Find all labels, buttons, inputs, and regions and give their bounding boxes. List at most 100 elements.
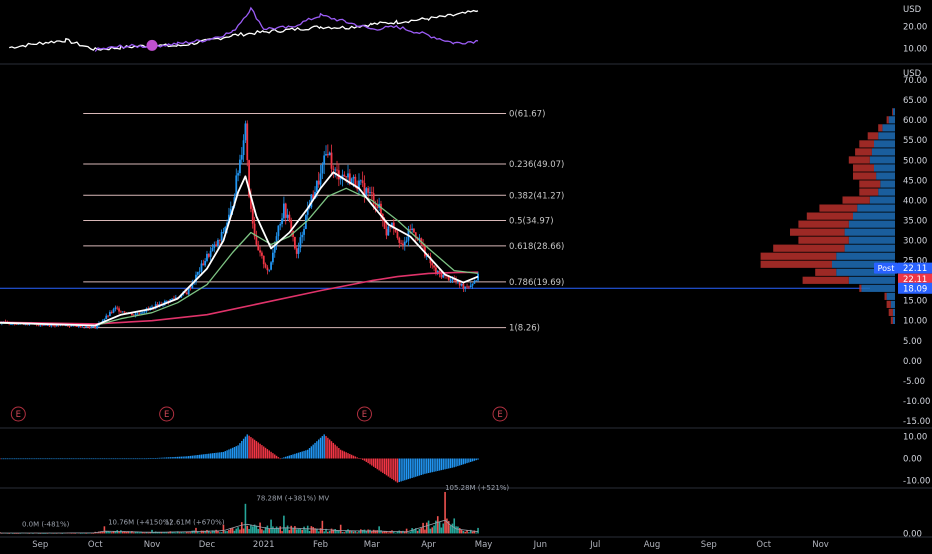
candle-body — [418, 238, 421, 240]
histogram-bar — [310, 446, 313, 459]
histogram-bar — [451, 458, 454, 468]
candle-body — [259, 250, 261, 253]
histogram-bar — [290, 454, 292, 459]
histogram-bar — [396, 458, 399, 483]
candle-body — [171, 298, 174, 300]
histogram-bar — [292, 454, 294, 459]
volume-bar — [446, 518, 448, 534]
histogram-bar — [427, 458, 430, 474]
volume-pane[interactable]: 0.0M (-481%) 10.76M (+4150%)12.61M (+670%… — [0, 484, 509, 534]
volume-profile-sell-2 — [878, 124, 883, 132]
volume-bar — [70, 533, 73, 534]
histogram-bar — [78, 458, 80, 460]
candle-body — [332, 168, 335, 170]
histogram-bar — [312, 444, 314, 459]
histogram-bar — [224, 451, 226, 459]
volume-bar — [288, 530, 291, 534]
candle-body — [218, 239, 221, 241]
histogram-bar — [299, 452, 302, 459]
histogram-bar — [204, 454, 206, 459]
price-axis-tick-9: 30.00 — [903, 236, 927, 246]
volume-bar — [466, 530, 468, 534]
histogram-bar — [57, 458, 60, 460]
volume-profile-buy-18 — [836, 252, 895, 260]
candle-body — [105, 315, 108, 320]
histogram-bar — [303, 450, 305, 459]
volume-profile-buy-5 — [871, 148, 895, 156]
candle-body — [112, 309, 115, 313]
histogram-bar — [89, 458, 91, 460]
volume-bar — [392, 531, 395, 534]
histogram-bar — [193, 455, 195, 459]
candle-body — [436, 271, 439, 274]
candle-body — [184, 292, 186, 293]
histogram-bar — [145, 458, 148, 460]
histogram-bar — [59, 458, 62, 460]
volume-bar — [248, 529, 250, 534]
candle-body — [438, 271, 441, 274]
sma-slow-line — [0, 271, 479, 325]
histogram-pane[interactable] — [0, 434, 479, 483]
volume-profile-sell-0 — [892, 108, 893, 116]
candle-body — [143, 311, 146, 313]
volume-profile-buy-9 — [880, 180, 895, 188]
histogram-bar — [158, 457, 161, 459]
volume-profile-sell-13 — [806, 212, 853, 220]
volume-bar — [279, 526, 282, 534]
candle-body — [17, 323, 20, 325]
candle-body — [262, 255, 265, 265]
histogram-bar — [407, 458, 410, 480]
price-axis-tick-4: 5.00 — [903, 337, 922, 347]
histogram-bar — [164, 457, 166, 459]
price-axes[interactable]: 10.00 20.00 -15.00 -10.00 -5.00 0.00 5.00 10.00… — [874, 5, 932, 539]
volume-bar — [17, 533, 20, 534]
volume-bar — [231, 527, 234, 534]
histogram-bar — [206, 453, 208, 459]
histogram-bar — [459, 458, 461, 466]
histogram-bar — [305, 450, 307, 459]
price-axis-tick-13: 50.00 — [903, 156, 927, 166]
price-tag-post-label-bg — [874, 262, 898, 274]
volume-profile-sell-17 — [773, 244, 845, 252]
histogram-bar — [457, 458, 459, 467]
earnings-label-0: E — [16, 410, 21, 420]
time-axis[interactable]: Sep Oct Nov Dec 2021 Feb Mar Apr May Jun Jul Aug Sep… — [32, 540, 829, 550]
volume-bar — [145, 532, 148, 534]
volume-bar — [200, 530, 203, 534]
histogram-bar — [252, 438, 254, 459]
comparison-currency: USD — [903, 5, 922, 15]
histogram-bar — [63, 458, 65, 460]
volume-bar — [143, 532, 146, 534]
volume-bar — [297, 529, 300, 534]
histogram-bar — [37, 458, 40, 460]
time-label-7: Apr — [421, 540, 436, 550]
price-pane[interactable]: 0(61.67) 0.236(49.07) 0.382(41.27) 0.5(34.9… — [0, 108, 895, 422]
candle-body — [264, 264, 267, 268]
volume-bar — [469, 529, 472, 534]
histogram-bar — [435, 458, 437, 472]
candle-body — [343, 174, 346, 177]
candle-body — [261, 252, 263, 256]
histogram-bar — [74, 458, 76, 460]
histogram-bar — [182, 456, 184, 459]
histogram-bar — [361, 458, 364, 460]
histogram-bar — [133, 458, 135, 460]
volume-annotation-4: 105.28M (+521%) — [445, 484, 509, 492]
comparison-axis-tick-1: 20.00 — [903, 22, 927, 32]
histogram-bar — [220, 452, 223, 459]
volume-bar — [156, 532, 159, 534]
volume-profile-buy-12 — [857, 204, 895, 212]
volume-bar — [142, 532, 144, 534]
histogram-bar — [387, 458, 389, 477]
candle-body — [370, 192, 373, 194]
histogram-bar — [308, 448, 311, 459]
volume-bar — [316, 528, 318, 534]
volume-bar — [327, 531, 329, 534]
candle-body — [220, 232, 223, 241]
candle-body — [246, 123, 249, 161]
candle-body — [272, 252, 274, 263]
histogram-bar — [453, 458, 455, 468]
volume-bar — [339, 524, 342, 534]
comparison-pane[interactable] — [9, 6, 479, 52]
candle-body — [359, 180, 362, 182]
